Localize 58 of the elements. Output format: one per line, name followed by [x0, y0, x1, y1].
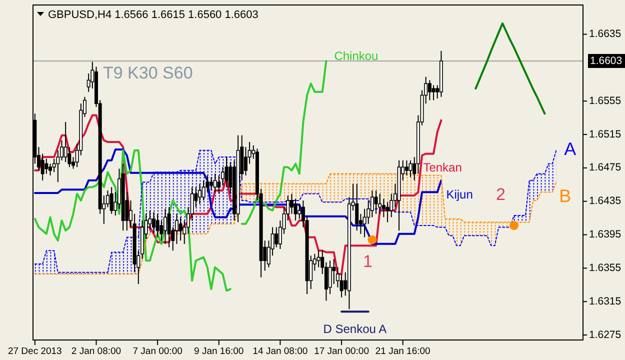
- y-tick-label: 1.6555: [589, 94, 622, 107]
- ref-line-label: 1.6603: [590, 54, 622, 67]
- x-tick-label: 27 Dec 2013: [8, 346, 62, 357]
- x-tick-label: 9 Jan 16:00: [194, 346, 244, 357]
- annotation: 1: [363, 252, 372, 271]
- candlestick: [386, 202, 390, 223]
- x-tick-label: 14 Jan 08:00: [252, 346, 308, 357]
- candlestick: [294, 198, 298, 222]
- candlestick: [316, 250, 320, 268]
- y-tick-label: 1.6275: [589, 328, 622, 341]
- candlestick: [167, 206, 171, 248]
- candlestick: [198, 183, 202, 204]
- candlestick: [328, 260, 332, 295]
- candlestick: [156, 213, 160, 238]
- candlestick: [213, 173, 217, 193]
- candlestick: [382, 198, 386, 218]
- y-tick-label: 1.6315: [589, 295, 622, 308]
- series-label: A: [564, 139, 576, 160]
- y-tick-label: 1.6435: [589, 195, 622, 208]
- candlestick: [152, 212, 156, 234]
- candlestick: [378, 193, 382, 214]
- y-tick-label: 1.6635: [589, 28, 622, 40]
- candlestick: [374, 190, 378, 214]
- candlestick: [178, 216, 182, 242]
- y-tick-label: 1.6475: [589, 162, 622, 174]
- candlestick: [432, 84, 436, 101]
- candlestick: [428, 80, 432, 101]
- series-label: D Senkou A: [323, 322, 387, 336]
- candlestick: [40, 153, 44, 181]
- candlestick: [408, 160, 412, 178]
- candlestick: [340, 274, 344, 298]
- candlestick: [332, 258, 336, 285]
- x-tick-label: 17 Jan 00:00: [314, 346, 370, 357]
- candlestick: [274, 226, 278, 248]
- candlestick: [163, 208, 167, 244]
- candlestick: [209, 176, 213, 191]
- candlestick: [44, 158, 48, 174]
- candlestick: [202, 180, 206, 201]
- y-tick-label: 1.6515: [589, 128, 622, 140]
- x-tick-label: 2 Jan 08:00: [71, 346, 122, 357]
- candlestick: [224, 156, 228, 188]
- annotation: T9 K30 S60: [103, 63, 193, 82]
- y-tick-label: 1.6355: [589, 262, 622, 274]
- candlestick: [64, 121, 68, 163]
- x-tick-label: 7 Jan 00:00: [132, 346, 182, 357]
- series-label: B: [559, 186, 572, 206]
- series-label: Tenkan: [423, 160, 462, 174]
- series-label: Kijun: [446, 188, 473, 202]
- candlestick: [355, 183, 359, 232]
- line-series: [474, 22, 546, 115]
- candlestick: [110, 186, 114, 214]
- x-tick-label: 21 Jan 16:00: [375, 346, 430, 357]
- annotation: 2: [496, 184, 506, 204]
- chart-title: GBPUSD,H4 1.6566 1.6615 1.6560 1.6603: [48, 9, 258, 21]
- candlestick: [298, 203, 302, 220]
- candlestick: [404, 160, 408, 176]
- series-label: Chinkou: [334, 49, 378, 64]
- y-tick-label: 1.6395: [589, 228, 622, 241]
